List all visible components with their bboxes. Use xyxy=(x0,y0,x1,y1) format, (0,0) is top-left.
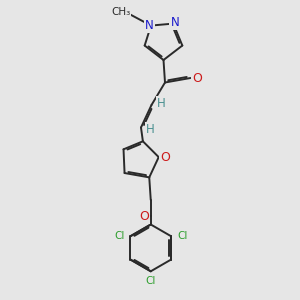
Text: O: O xyxy=(160,151,170,164)
Text: Cl: Cl xyxy=(177,231,188,241)
Text: H: H xyxy=(157,97,166,110)
Text: CH₃: CH₃ xyxy=(111,7,130,17)
Text: O: O xyxy=(139,210,149,223)
Text: H: H xyxy=(146,123,155,136)
Text: N: N xyxy=(145,19,154,32)
Text: Cl: Cl xyxy=(146,276,156,286)
Text: O: O xyxy=(192,71,202,85)
Text: Cl: Cl xyxy=(114,231,124,241)
Text: N: N xyxy=(170,16,179,28)
